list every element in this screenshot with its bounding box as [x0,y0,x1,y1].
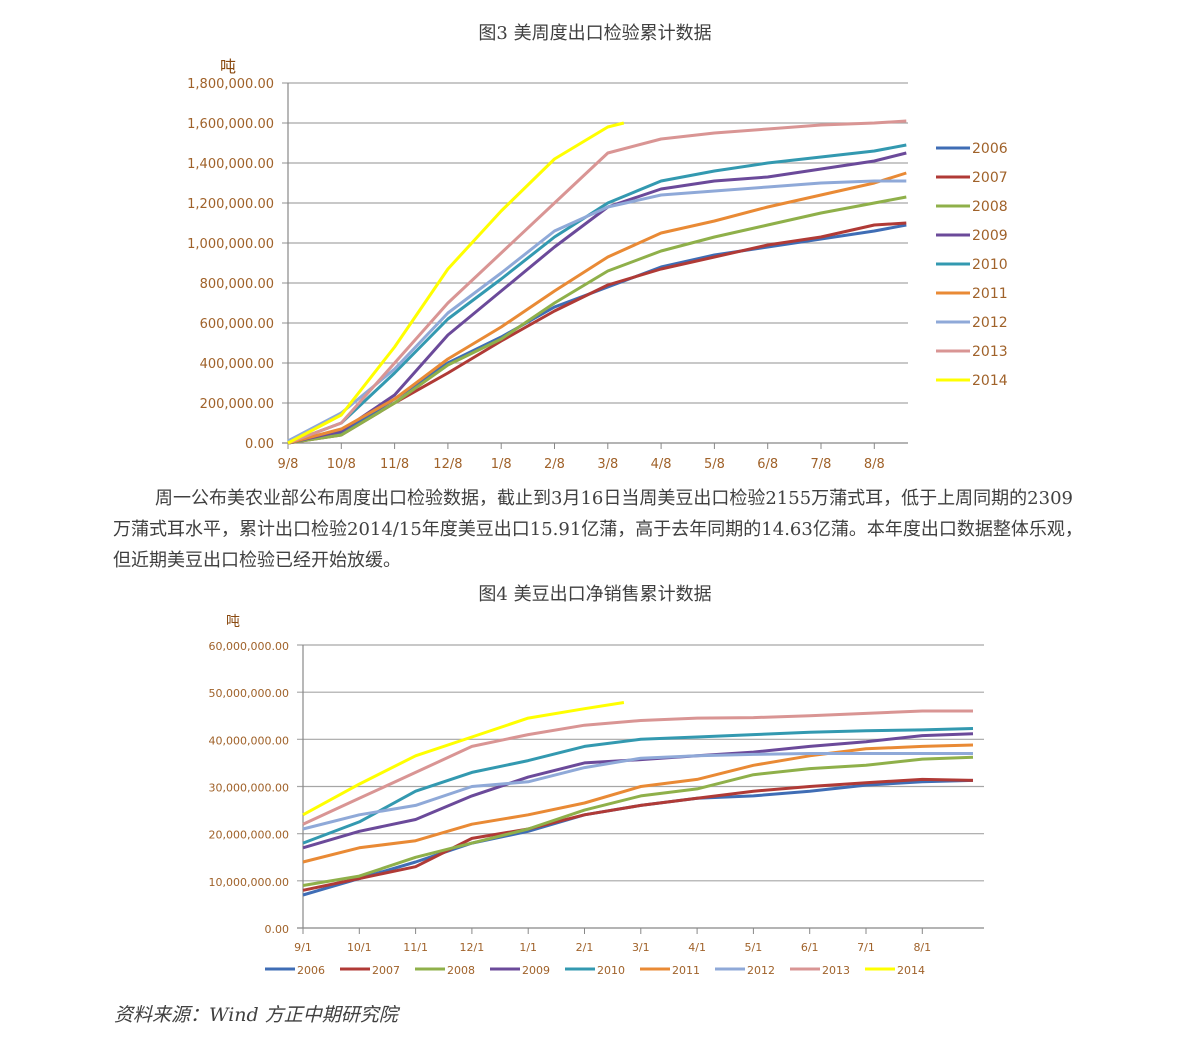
legend-label-2008: 2008 [447,964,475,977]
series-line-2014 [302,701,625,817]
x-tick-label: 3/8 [597,457,618,472]
y-tick-label: 1,000,000.00 [187,237,274,252]
legend-label-2011: 2011 [972,286,1008,302]
x-tick-label: 11/1 [403,941,428,954]
y-tick-label: 40,000,000.00 [209,734,289,747]
series-line-2009 [302,732,974,850]
y-tick-label: 60,000,000.00 [209,640,289,653]
x-tick-label: 5/1 [745,941,763,954]
x-tick-label: 4/8 [651,457,672,472]
legend-label-2012: 2012 [972,315,1008,331]
x-tick-label: 12/1 [460,941,485,954]
series-line-2012 [302,752,973,831]
chart-export-inspections: 吨 0.00 200,000.00 400,000.00 600,000.00 800,0… [187,57,1008,472]
y-unit-label: 吨 [220,57,236,76]
figure4-title: 图4 美豆出口净销售累计数据 [478,584,712,605]
series-line-2014 [287,121,625,445]
x-tick-label: 6/1 [801,941,819,954]
legend-label-2012: 2012 [747,964,775,977]
legend-label-2014: 2014 [897,964,925,977]
x-tick-label: 9/1 [294,941,312,954]
legend-label-2007: 2007 [372,964,400,977]
x-tick-label: 5/8 [704,457,725,472]
legend-label-2013: 2013 [972,344,1008,360]
chart-net-sales: 吨 0.00 10,000,000.00 20,000,000.00 30,000,00… [209,614,984,977]
legend-label-2011: 2011 [672,964,700,977]
legend-label-2009: 2009 [522,964,550,977]
y-unit-label: 吨 [226,614,240,630]
x-tick-label: 7/1 [857,941,875,954]
series-line-2010 [302,727,974,845]
x-tick-label: 7/8 [811,457,832,472]
body-paragraph: 周一公布美农业部公布周度出口检验数据，截止到3月16日当周美豆出口检验2155万… [113,488,1083,571]
y-tick-label: 200,000.00 [200,397,274,412]
x-tick-label: 8/8 [864,457,885,472]
series-line-2008 [287,195,907,445]
x-tick-label: 10/1 [347,941,372,954]
x-tick-label: 2/8 [544,457,565,472]
legend-label-2006: 2006 [972,141,1008,157]
y-tick-label: 1,200,000.00 [187,197,274,212]
y-tick-label: 30,000,000.00 [209,782,289,795]
series-line-2008 [302,755,974,887]
legend-label-2014: 2014 [972,373,1008,389]
y-tick-label: 600,000.00 [200,317,274,332]
series-line-2007 [302,777,974,892]
x-tick-label: 11/8 [380,457,409,472]
series-line-2012 [287,179,907,443]
y-tick-label: 10,000,000.00 [209,876,289,889]
series-line-2013 [302,709,973,826]
legend-label-2010: 2010 [597,964,625,977]
legend-label-2006: 2006 [297,964,325,977]
series-line-2011 [287,171,907,445]
x-tick-label: 4/1 [688,941,706,954]
y-tick-label: 800,000.00 [200,277,274,292]
x-tick-label: 9/8 [278,457,299,472]
legend-label-2007: 2007 [972,170,1008,186]
x-tick-label: 1/1 [519,941,537,954]
y-tick-label: 1,600,000.00 [187,117,274,132]
x-tick-label: 2/1 [576,941,594,954]
legend-label-2008: 2008 [972,199,1008,215]
y-tick-label: 0.00 [265,923,290,936]
y-tick-label: 1,800,000.00 [187,77,274,92]
x-tick-label: 1/8 [491,457,512,472]
series-line-2013 [287,119,907,445]
legend-label-2010: 2010 [972,257,1008,273]
series-line-2010 [287,143,907,445]
x-tick-label: 3/1 [632,941,650,954]
x-tick-label: 6/8 [757,457,778,472]
y-tick-label: 50,000,000.00 [209,687,289,700]
y-tick-label: 400,000.00 [200,357,274,372]
source-note: 资料来源：Wind 方正中期研究院 [114,1004,398,1026]
series-line-2011 [302,743,974,864]
legend-label-2009: 2009 [972,228,1008,244]
x-tick-label: 8/1 [913,941,931,954]
figure3-title: 图3 美周度出口检验累计数据 [478,23,712,44]
y-tick-label: 0.00 [245,437,274,452]
legend-label-2013: 2013 [822,964,850,977]
y-tick-label: 20,000,000.00 [209,829,289,842]
x-tick-label: 12/8 [433,457,462,472]
x-tick-label: 10/8 [327,457,356,472]
y-tick-label: 1,400,000.00 [187,157,274,172]
